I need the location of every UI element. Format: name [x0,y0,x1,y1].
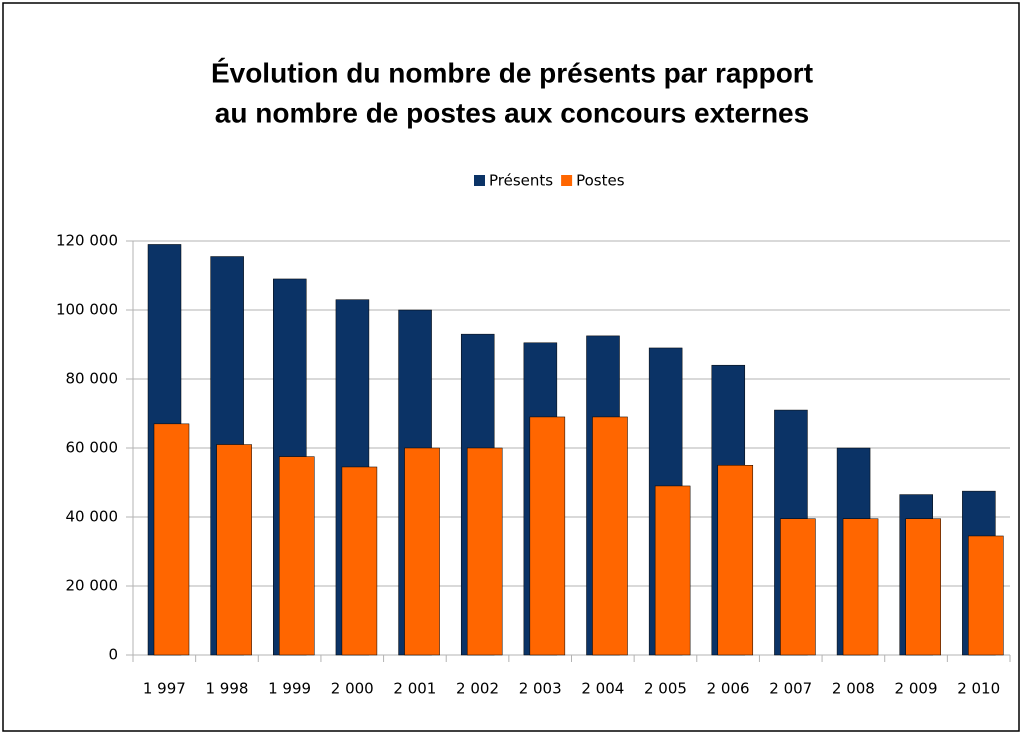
y-tick-label: 80 000 [66,370,119,388]
x-tick-label: 2 007 [769,680,812,698]
bar [654,485,691,656]
bar [780,518,816,656]
chart-title: au nombre de postes aux concours externe… [215,97,809,128]
bar [279,456,315,656]
bar [905,518,941,656]
x-tick-label: 2 003 [519,680,562,698]
bar [341,466,378,656]
x-tick-label: 2 008 [832,680,875,698]
x-tick-label: 2 010 [957,680,1000,698]
y-tick-label: 0 [108,646,118,664]
x-tick-label: 1 997 [143,680,186,698]
y-tick-label: 20 000 [66,577,119,595]
x-tick-label: 2 000 [331,680,374,698]
x-tick-label: 2 006 [707,680,750,698]
bar [153,423,190,656]
x-tick-label: 2 002 [456,680,499,698]
legend-swatch [474,175,485,186]
bar [466,447,503,656]
chart-title: Évolution du nombre de présents par rapp… [211,57,813,88]
bar [529,416,566,656]
bar [717,465,754,656]
x-tick-label: 1 999 [268,680,311,698]
y-tick-label: 100 000 [56,301,118,319]
bar [842,518,879,656]
legend-swatch [561,175,573,186]
y-tick-label: 60 000 [66,439,119,457]
legend-label: Postes [576,172,625,190]
y-tick-label: 40 000 [66,508,119,526]
x-tick-label: 2 001 [393,680,436,698]
bar [592,416,628,656]
y-tick-label: 120 000 [56,232,118,250]
bar [404,447,440,656]
x-tick-label: 1 998 [205,680,248,698]
x-tick-label: 2 005 [644,680,687,698]
bar [216,444,252,656]
x-tick-label: 2 004 [581,680,624,698]
bar [968,535,1004,656]
legend-label: Présents [489,172,553,190]
x-tick-label: 2 009 [895,680,938,698]
